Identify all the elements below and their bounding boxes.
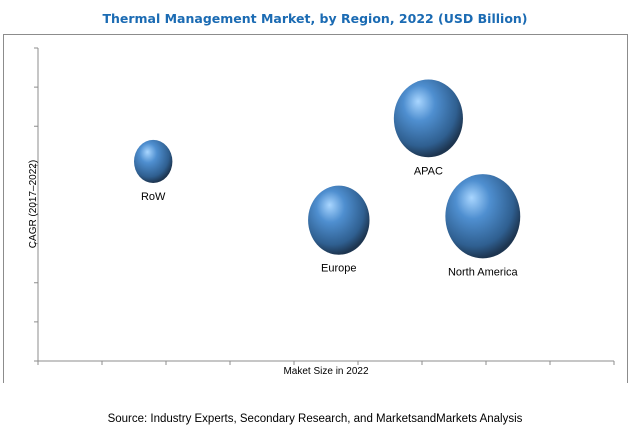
bubble-apac: APAC — [393, 79, 463, 177]
bubble-label: RoW — [141, 191, 166, 203]
x-axis-label: Maket Size in 2022 — [283, 366, 368, 377]
chart-title: Thermal Management Market, by Region, 20… — [102, 11, 528, 26]
bubble-circle — [308, 185, 370, 255]
y-axis-label: CAGR (2017–2022) — [28, 160, 39, 248]
bubble-circle — [134, 139, 173, 184]
bubble-circle — [445, 174, 521, 259]
bubble-label: Europe — [321, 263, 356, 275]
bubble-row: RoW — [134, 139, 173, 203]
bubble-circle — [393, 79, 463, 158]
bubble-label: North America — [448, 266, 519, 278]
bubble-chart: RoW APAC Europe North America Maket Size in… — [28, 47, 615, 377]
source-note: Source: Industry Experts, Secondary Rese… — [107, 413, 523, 425]
bubble-label: APAC — [414, 165, 443, 177]
bubble-europe: Europe — [308, 185, 370, 275]
bubble-north-america: North America — [445, 174, 521, 278]
chart-frame — [3, 34, 628, 383]
